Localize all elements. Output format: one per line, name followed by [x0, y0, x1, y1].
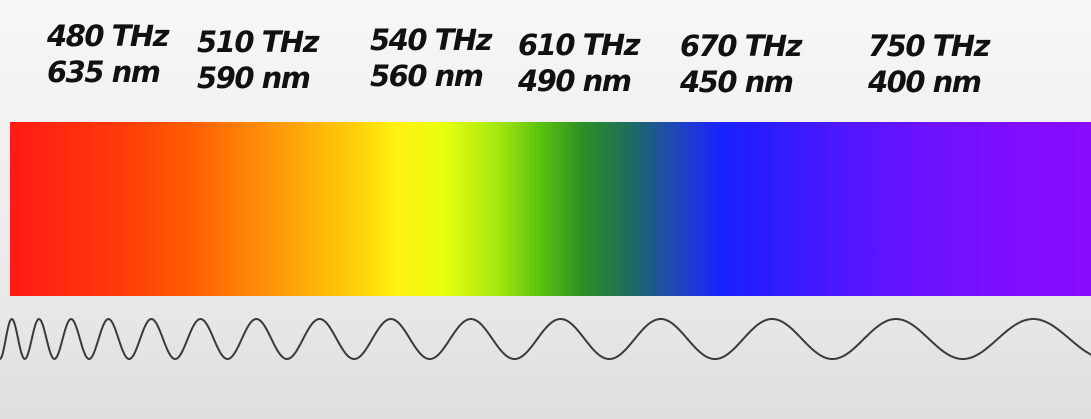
wavelength-label: 560 nm	[370, 59, 484, 93]
wave-diagram	[0, 318, 1091, 360]
visible-spectrum-bar	[10, 122, 1091, 296]
chirped-wave-line	[0, 318, 1091, 360]
wavelength-label: 450 nm	[680, 65, 794, 99]
wavelength-label: 400 nm	[868, 65, 982, 99]
label-510-thz: 510 THz 590 nm	[197, 24, 320, 96]
frequency-label: 670 THz	[680, 29, 803, 63]
label-750-thz: 750 THz 400 nm	[868, 28, 991, 100]
label-610-thz: 610 THz 490 nm	[518, 27, 641, 99]
frequency-label: 540 THz	[370, 23, 493, 57]
spectrum-labels: 480 THz 635 nm 510 THz 590 nm 540 THz 56…	[0, 0, 1091, 118]
label-670-thz: 670 THz 450 nm	[680, 28, 803, 100]
wavelength-label: 590 nm	[197, 61, 311, 95]
label-540-thz: 540 THz 560 nm	[370, 22, 493, 94]
wavelength-label: 635 nm	[47, 55, 161, 89]
frequency-label: 750 THz	[868, 29, 991, 63]
frequency-label: 610 THz	[518, 28, 641, 62]
frequency-label: 510 THz	[197, 25, 320, 59]
label-480-thz: 480 THz 635 nm	[47, 18, 170, 90]
frequency-label: 480 THz	[47, 19, 170, 53]
wavelength-label: 490 nm	[518, 64, 632, 98]
